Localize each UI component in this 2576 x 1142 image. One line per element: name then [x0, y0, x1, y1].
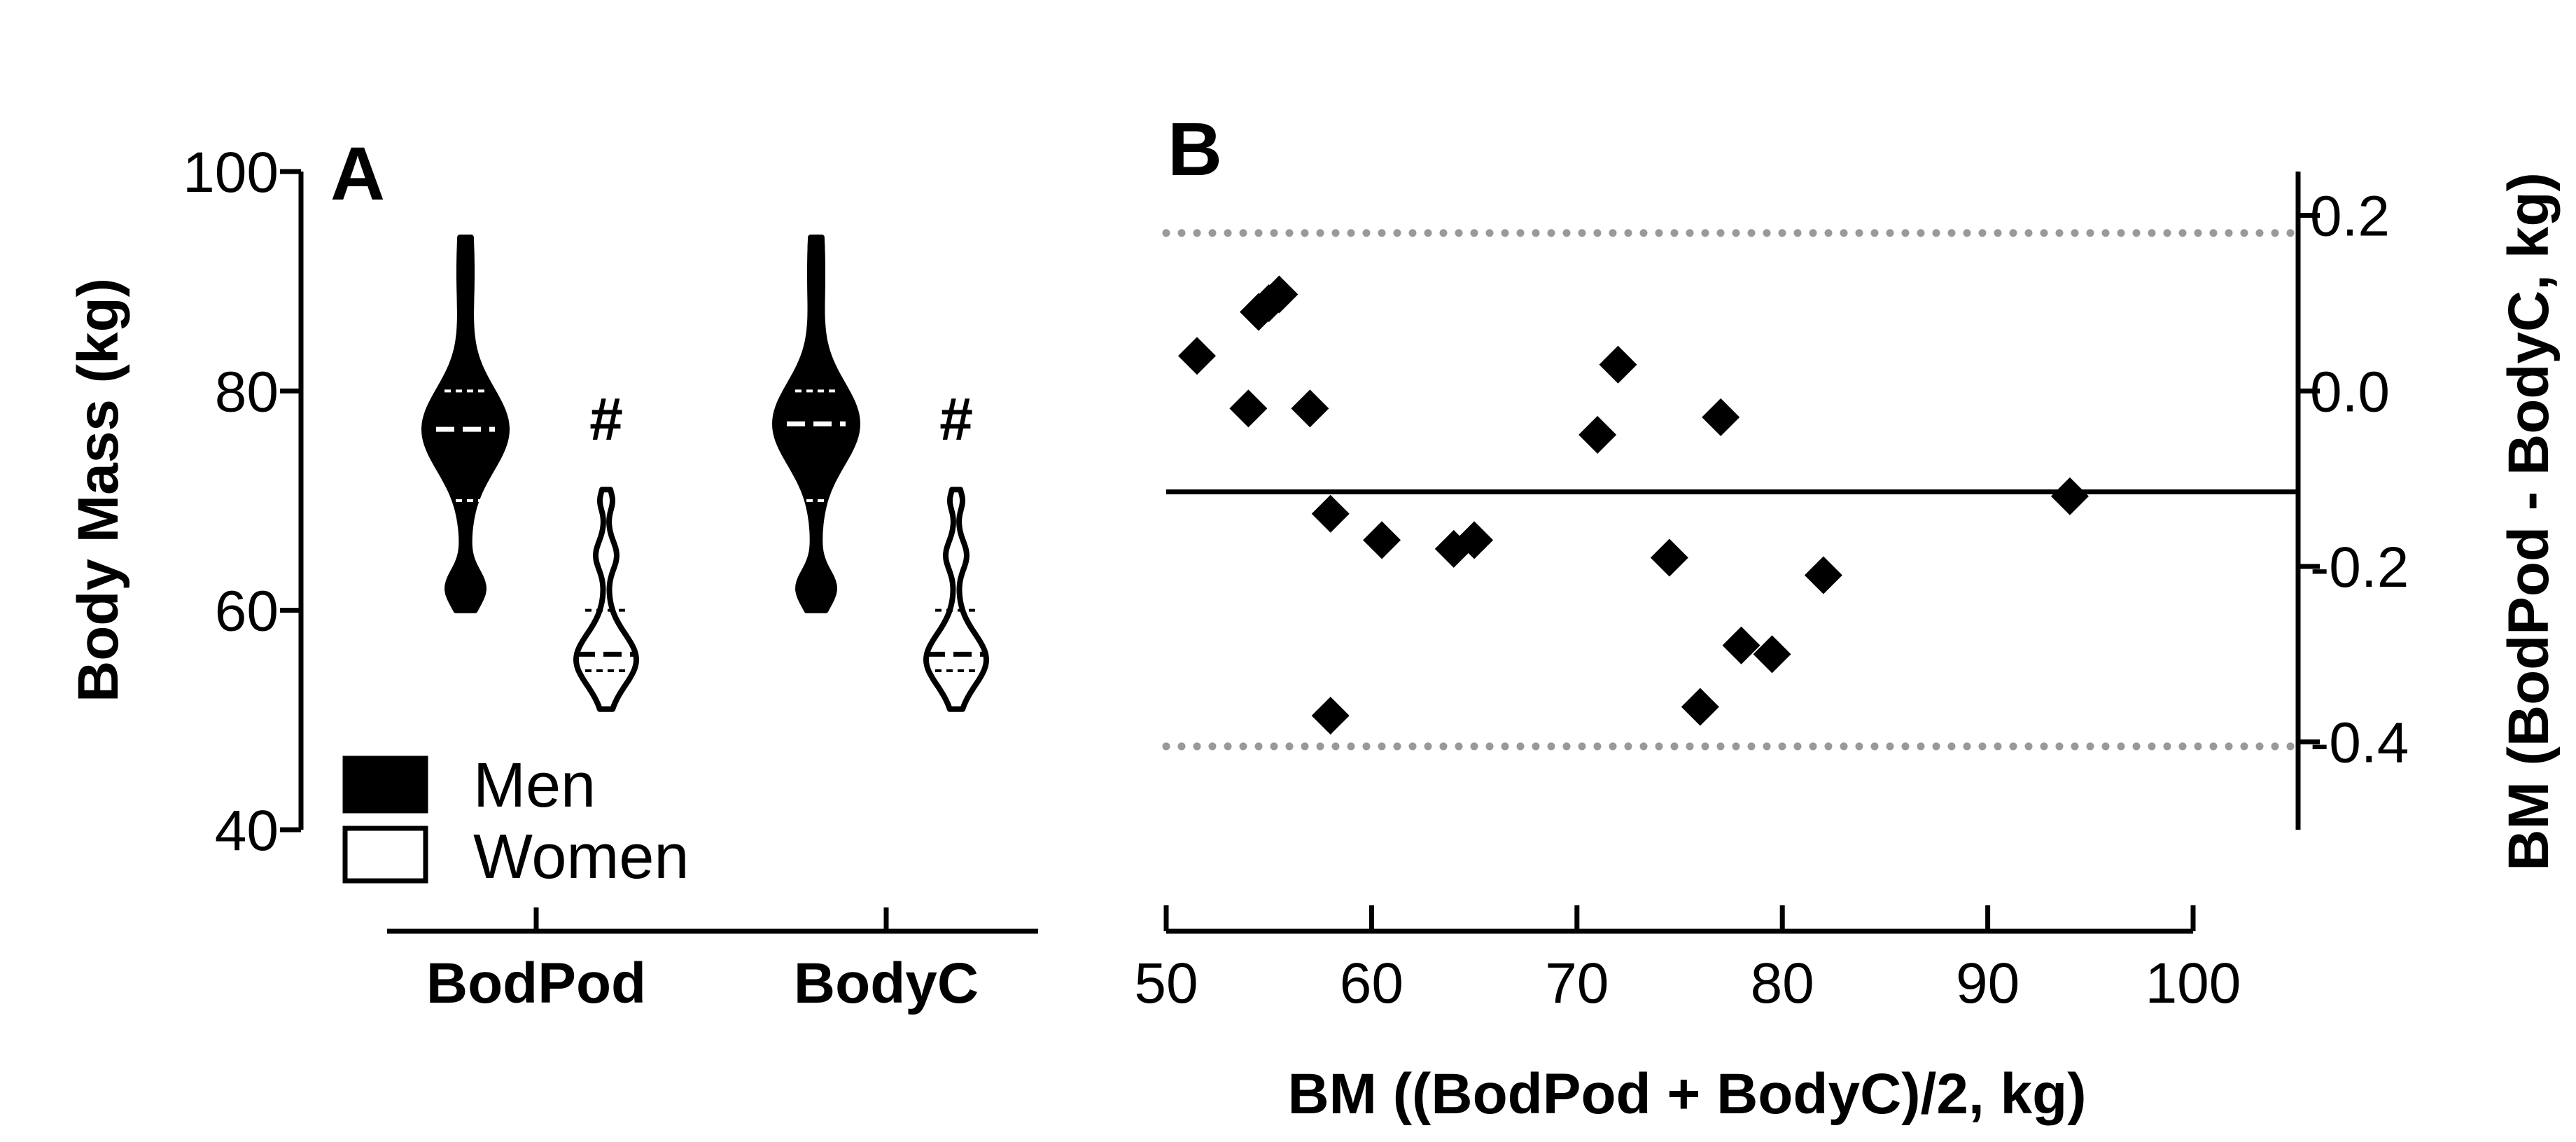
significance-mark-bodyc: # — [939, 386, 973, 453]
category-label-bodyc: BodyC — [794, 952, 979, 1015]
scatter-point — [1178, 337, 1217, 375]
scatter-point — [1291, 389, 1329, 428]
panel-b-y-tick-label: 0.2 — [2310, 185, 2390, 249]
scatter-point — [1578, 416, 1617, 454]
panel-a-letter: A — [330, 131, 385, 216]
scatter-point — [2050, 477, 2089, 515]
violin-body — [923, 487, 989, 712]
panel-b-y-axis-title: BM (BodPod - BodyC, kg) — [2497, 172, 2561, 871]
panel-b-reference-lines — [1162, 229, 2302, 751]
scatter-point — [1599, 345, 1637, 384]
panel-b-x-tick-label: 100 — [2146, 952, 2241, 1015]
panel-b-letter: B — [1168, 106, 1222, 191]
scatter-point — [1702, 398, 1740, 436]
scatter-point — [1455, 521, 1494, 559]
scatter-point — [1363, 521, 1401, 559]
panel-b-y-tick-label: 0.0 — [2310, 360, 2390, 424]
violin-body — [421, 235, 510, 613]
panel-a-y-axis-title: Body Mass (kg) — [66, 278, 130, 702]
panel-b-points — [1178, 275, 2089, 735]
panel-b-x-axis-title: BM ((BodPod + BodyC)/2, kg) — [1287, 1062, 2086, 1126]
panel-a-y-tick-label: 80 — [215, 360, 279, 424]
scatter-point — [1311, 697, 1350, 735]
legend-swatch-men — [342, 755, 428, 814]
scatter-point — [1681, 688, 1719, 726]
panel-b-x-tick-label: 60 — [1340, 952, 1404, 1015]
scatter-point — [1650, 538, 1688, 577]
scatter-point — [1722, 626, 1760, 664]
panel-a-y-tick-label: 40 — [215, 799, 279, 863]
panel-b-y-tick-label: -0.4 — [2310, 711, 2409, 775]
panel-b-x-tick-label: 50 — [1134, 952, 1198, 1015]
panel-b-y-tick-label: -0.2 — [2310, 536, 2409, 599]
violin-women-bodpod — [573, 487, 639, 712]
panel-a-y-tick-label: 100 — [183, 141, 279, 204]
violin-men-bodpod — [421, 235, 510, 613]
significance-mark-bodpod: # — [589, 386, 623, 453]
panel-b-x-tick-label: 80 — [1751, 952, 1814, 1015]
panel-b-y-ticks: 0.2 0.0 -0.2 -0.4 — [2298, 185, 2409, 775]
panel-b: B 50 60 70 80 90 100 BM ((BodPod + BodyC)/2, … — [1134, 106, 2561, 1126]
panel-b-x-tick-label: 90 — [1956, 952, 2019, 1015]
panel-a-violins — [421, 235, 989, 712]
scatter-point — [1311, 494, 1350, 533]
panel-a-y-tick-label: 60 — [215, 580, 279, 643]
violin-men-bodyc — [772, 235, 860, 613]
legend-swatch-women — [342, 826, 428, 884]
legend-label-women: Women — [473, 822, 689, 892]
scatter-point — [1804, 556, 1842, 594]
violin-body — [573, 487, 639, 712]
scatter-point — [1753, 635, 1791, 674]
scatter-point — [1229, 389, 1268, 428]
category-label-bodpod: BodPod — [426, 952, 646, 1015]
legend: Men Women — [342, 751, 689, 892]
scatter-point — [1260, 275, 1298, 314]
legend-label-men: Men — [473, 751, 596, 821]
panel-b-x-tick-label: 70 — [1545, 952, 1609, 1015]
violin-women-bodyc — [923, 487, 989, 712]
panel-a-y-ticks: 40 60 80 100 — [183, 141, 301, 863]
panel-b-x-ticks: 50 60 70 80 90 100 — [1134, 905, 2241, 1015]
